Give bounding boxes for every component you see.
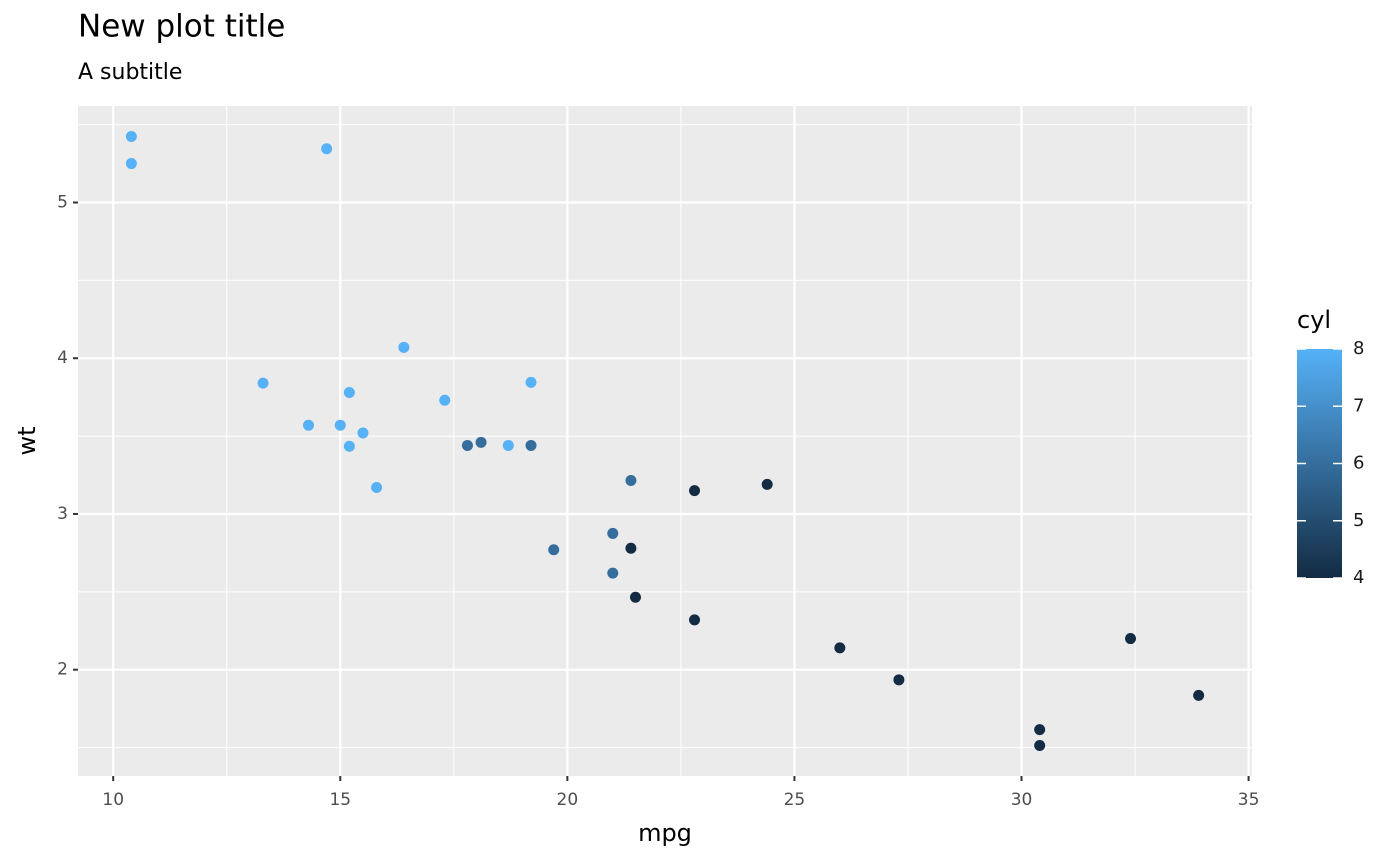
x-tick-label: 10 xyxy=(102,790,124,810)
point xyxy=(834,642,846,654)
x-axis-label: mpg xyxy=(638,819,692,847)
point xyxy=(893,674,905,686)
point xyxy=(607,567,619,579)
point xyxy=(689,485,701,497)
point xyxy=(302,419,314,431)
legend-title: cyl xyxy=(1297,306,1331,334)
point xyxy=(257,377,269,389)
x-tick-label: 30 xyxy=(1011,790,1033,810)
point xyxy=(357,427,369,439)
point xyxy=(475,436,487,448)
y-tick-label: 5 xyxy=(57,192,68,212)
legend-tick-label: 7 xyxy=(1353,395,1364,416)
x-tick-label: 20 xyxy=(557,790,579,810)
legend-tick-label: 5 xyxy=(1353,510,1364,531)
point xyxy=(321,143,333,155)
point xyxy=(761,478,773,490)
point xyxy=(1125,633,1137,645)
point xyxy=(502,439,514,451)
point xyxy=(1193,689,1205,701)
x-tick-label: 35 xyxy=(1238,790,1260,810)
point xyxy=(125,158,137,170)
chart-title: New plot title xyxy=(78,9,285,45)
point xyxy=(548,544,560,556)
point xyxy=(689,614,701,626)
point xyxy=(343,386,355,398)
point xyxy=(343,440,355,452)
point xyxy=(398,341,410,353)
y-tick-label: 4 xyxy=(57,348,68,368)
legend-tick-label: 8 xyxy=(1353,338,1364,359)
point xyxy=(625,542,637,554)
point xyxy=(525,439,537,451)
chart-subtitle: A subtitle xyxy=(78,60,182,85)
point xyxy=(461,439,473,451)
point xyxy=(1034,740,1046,752)
point xyxy=(334,419,346,431)
point xyxy=(1034,724,1046,736)
x-tick-label: 15 xyxy=(329,790,351,810)
legend-tick-label: 6 xyxy=(1353,453,1364,474)
point xyxy=(371,481,383,493)
legend-tick-label: 4 xyxy=(1353,567,1364,588)
y-tick-label: 3 xyxy=(57,504,68,524)
point xyxy=(607,527,619,539)
y-tick-label: 2 xyxy=(57,660,68,680)
x-tick-label: 25 xyxy=(784,790,806,810)
plot-panel xyxy=(78,106,1252,776)
point xyxy=(625,474,637,486)
point xyxy=(125,130,137,142)
point xyxy=(629,591,641,603)
point xyxy=(439,394,451,406)
y-axis-label: wt xyxy=(13,426,41,455)
point xyxy=(525,376,537,388)
